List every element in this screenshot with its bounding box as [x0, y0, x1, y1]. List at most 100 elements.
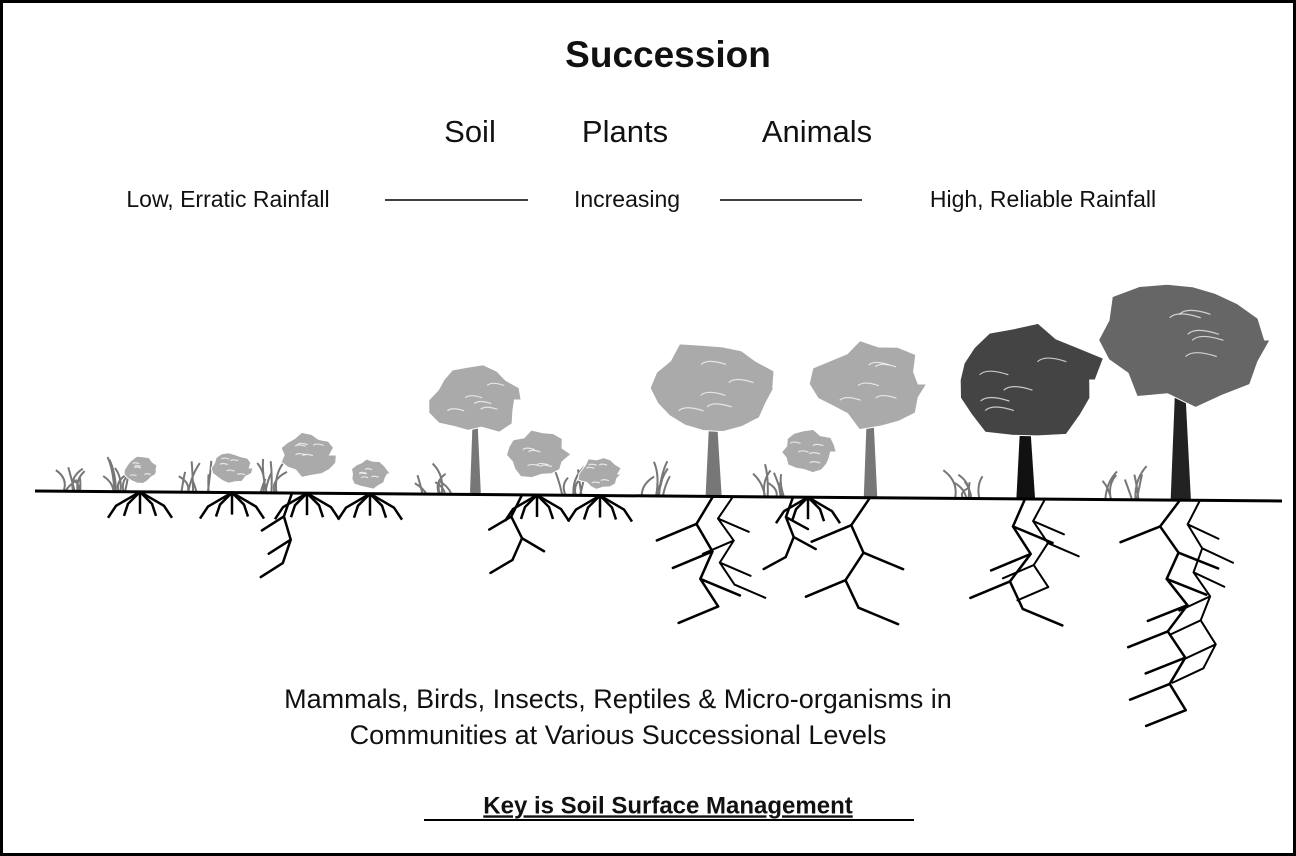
crown-texture	[839, 396, 861, 401]
crown-texture	[360, 476, 369, 479]
crown-texture	[875, 394, 897, 399]
crown-texture	[588, 463, 597, 466]
crown-texture	[134, 466, 142, 469]
grass	[414, 462, 453, 495]
grass	[752, 463, 785, 498]
crown-texture	[294, 444, 306, 447]
crown-texture	[229, 459, 239, 462]
root	[582, 494, 601, 520]
crown-texture	[700, 391, 726, 396]
crown-texture	[132, 462, 140, 465]
root	[1001, 498, 1080, 602]
ground-line	[34, 489, 1283, 503]
root	[503, 493, 538, 522]
root	[352, 492, 371, 519]
crown-texture	[358, 472, 367, 475]
crown-texture	[364, 468, 373, 471]
crown-texture	[1191, 335, 1224, 341]
grass	[550, 462, 587, 496]
root	[599, 494, 618, 520]
crown-texture	[1185, 352, 1218, 358]
root	[807, 496, 826, 522]
crown-texture	[1178, 309, 1211, 315]
crown-texture	[1169, 313, 1201, 319]
crown	[959, 322, 1105, 437]
root	[969, 497, 1064, 627]
crown-texture	[812, 443, 824, 447]
root	[306, 492, 325, 518]
root	[139, 490, 174, 519]
crown-texture	[528, 449, 541, 453]
crown	[780, 428, 837, 474]
crown-texture	[486, 382, 505, 387]
root	[139, 490, 158, 517]
gradient-left: Low, Erratic Rainfall	[126, 186, 329, 212]
crown-texture	[728, 378, 754, 384]
crown	[428, 364, 522, 433]
crown	[505, 429, 574, 479]
crown	[808, 340, 928, 431]
root	[273, 492, 308, 520]
root	[566, 494, 601, 523]
root	[804, 496, 905, 626]
factor: Animals	[762, 114, 872, 149]
crown-texture	[585, 466, 595, 469]
crown-texture	[522, 447, 536, 451]
crown-texture	[226, 469, 235, 472]
crown-texture	[706, 403, 732, 408]
root	[807, 496, 842, 524]
crown-texture	[302, 453, 314, 457]
crown-texture	[296, 442, 308, 446]
crown	[1098, 283, 1271, 409]
crown-texture	[874, 363, 897, 368]
root	[488, 493, 546, 575]
root	[1168, 499, 1235, 684]
key: Key is Soil Surface Management	[483, 792, 852, 819]
crown-texture	[464, 395, 483, 399]
description: Mammals, Birds, Insects, Reptiles & Micr…	[284, 684, 952, 714]
crown-texture	[598, 463, 608, 466]
crown-texture	[980, 396, 1010, 402]
crown-texture	[536, 462, 549, 466]
grass	[640, 460, 671, 497]
root	[106, 490, 141, 519]
crown-texture	[857, 382, 880, 387]
grass	[55, 467, 86, 492]
crown-texture	[312, 443, 324, 446]
grass	[178, 460, 213, 493]
root	[289, 492, 308, 518]
crown-texture	[371, 475, 379, 478]
root	[536, 494, 555, 520]
crown-texture	[133, 464, 141, 467]
factor: Plants	[582, 114, 668, 149]
gradient-right: High, Reliable Rainfall	[930, 186, 1156, 212]
crown-texture	[809, 452, 821, 455]
root	[231, 491, 250, 517]
crown	[350, 458, 392, 490]
crown-texture	[219, 462, 228, 466]
crown-texture	[236, 473, 246, 476]
illustration	[55, 283, 1271, 728]
root	[198, 491, 233, 520]
crown-texture	[797, 450, 809, 453]
title: Succession	[565, 34, 771, 75]
crown-texture	[700, 360, 727, 366]
root	[655, 495, 742, 625]
root	[122, 490, 141, 517]
grass	[1101, 465, 1148, 501]
root	[369, 492, 404, 521]
root	[774, 496, 809, 524]
crown-texture	[446, 408, 465, 412]
root	[369, 492, 388, 519]
root	[762, 495, 817, 571]
root	[259, 491, 294, 579]
crown-texture	[144, 473, 152, 476]
grass	[942, 469, 984, 500]
gradient-middle: Increasing	[574, 186, 680, 212]
crown-texture	[979, 370, 1009, 376]
grass	[256, 458, 288, 494]
root	[214, 491, 233, 517]
crown-texture	[984, 406, 1015, 412]
